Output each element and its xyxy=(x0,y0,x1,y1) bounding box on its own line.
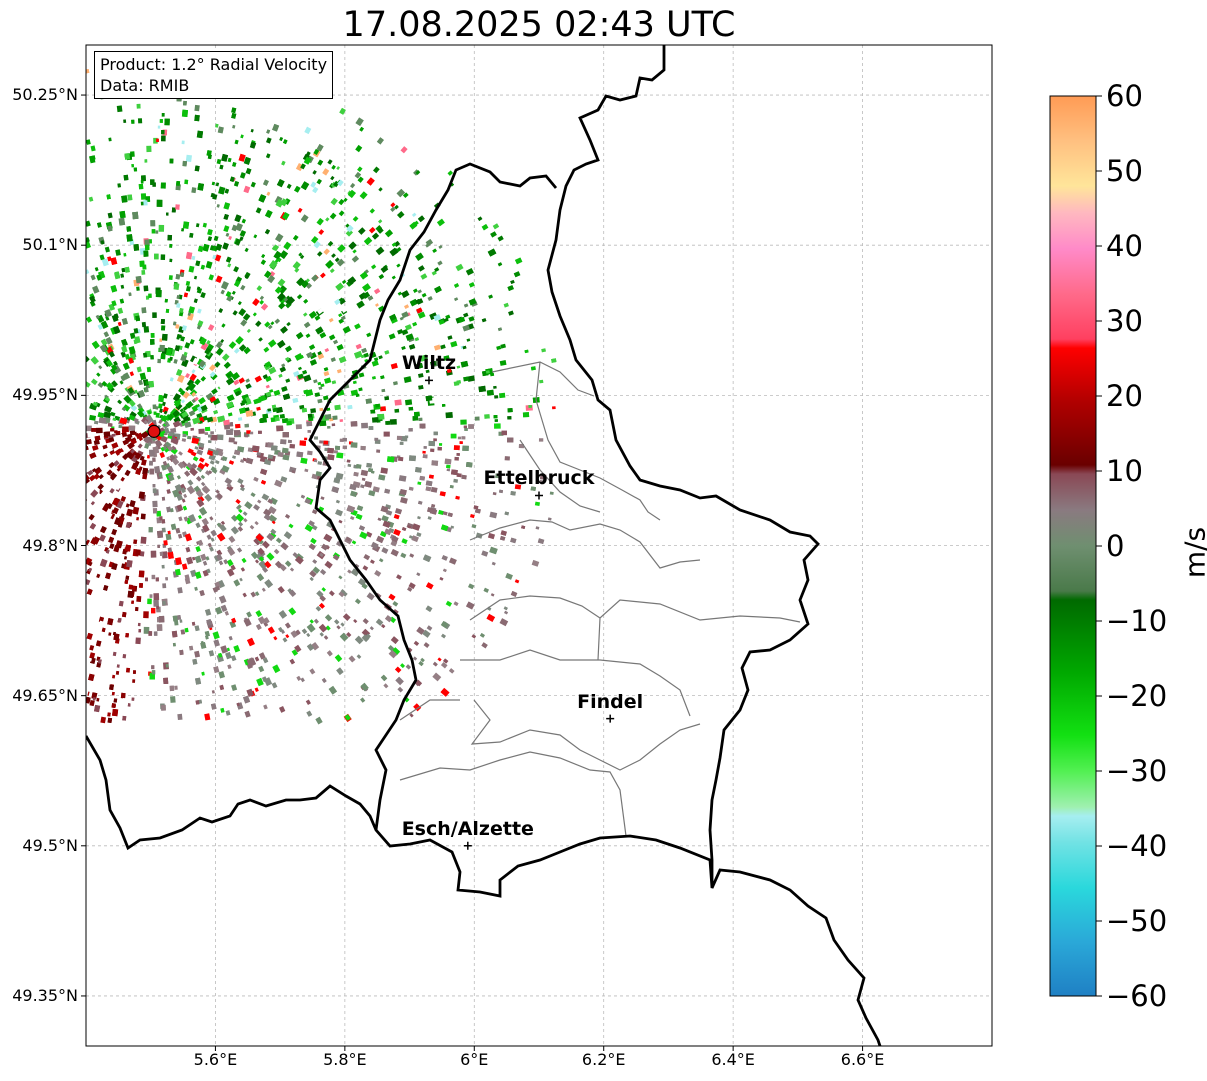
lat-tick-label: 49.65°N xyxy=(12,685,78,705)
lon-tick-label: 5.8°E xyxy=(323,1050,367,1069)
axis-ticks xyxy=(81,94,864,1051)
colorbar-tick-label: −30 xyxy=(1106,754,1168,788)
colorbar-tick-label: 20 xyxy=(1106,379,1143,413)
colorbar-tick-label: −10 xyxy=(1106,604,1168,638)
colorbar-tick-label: 10 xyxy=(1106,454,1143,488)
lat-tick-label: 50.25°N xyxy=(12,85,78,105)
city-marker xyxy=(424,376,433,385)
city-label: Ettelbruck xyxy=(483,467,595,490)
lon-tick-label: 6°E xyxy=(460,1050,489,1069)
colorbar-tick-label: −50 xyxy=(1106,904,1168,938)
product-info-box: Product: 1.2° Radial Velocity Data: RMIB xyxy=(94,51,334,99)
map-title: 17.08.2025 02:43 UTC xyxy=(342,5,736,45)
colorbar-tick-label: 30 xyxy=(1106,304,1143,338)
colorbar-unit: m/s xyxy=(1178,526,1207,579)
city-marker xyxy=(606,714,615,723)
city-marker xyxy=(463,841,472,850)
lat-tick-label: 49.95°N xyxy=(12,385,78,405)
lat-tick-label: 50.1°N xyxy=(22,235,78,255)
lon-tick-label: 5.6°E xyxy=(193,1050,238,1069)
colorbar-tick-label: 0 xyxy=(1106,529,1125,563)
lat-tick-label: 49.8°N xyxy=(22,535,78,555)
data-source-label: Data: RMIB xyxy=(100,76,190,95)
admin-boundaries xyxy=(399,361,801,837)
city-markers xyxy=(424,376,615,850)
gridlines xyxy=(86,45,992,1046)
city-label: Findel xyxy=(577,690,644,713)
city-label: Wiltz xyxy=(401,352,457,375)
lon-tick-label: 6.6°E xyxy=(840,1050,885,1069)
city-label: Esch/Alzette xyxy=(401,817,534,840)
lat-tick-label: 49.5°N xyxy=(22,835,78,855)
radar-site-marker xyxy=(147,424,161,438)
colorbar-tick-label: −40 xyxy=(1106,829,1168,863)
colorbar xyxy=(1049,95,1097,997)
radar-echoes xyxy=(86,61,561,725)
colorbar-ticks xyxy=(1096,95,1102,997)
lon-tick-label: 6.2°E xyxy=(581,1050,626,1069)
country-border-belgium-luxembourg xyxy=(86,45,882,1046)
colorbar-tick-label: 60 xyxy=(1106,79,1143,113)
colorbar-tick-label: 40 xyxy=(1106,229,1143,263)
city-marker xyxy=(535,491,543,500)
colorbar-tick-label: −60 xyxy=(1106,979,1168,1013)
colorbar-tick-label: −20 xyxy=(1106,679,1168,713)
lat-tick-label: 49.35°N xyxy=(12,985,78,1005)
colorbar-tick-label: 50 xyxy=(1106,154,1143,188)
lon-tick-label: 6.4°E xyxy=(711,1050,755,1069)
product-label: Product: 1.2° Radial Velocity xyxy=(100,55,328,74)
